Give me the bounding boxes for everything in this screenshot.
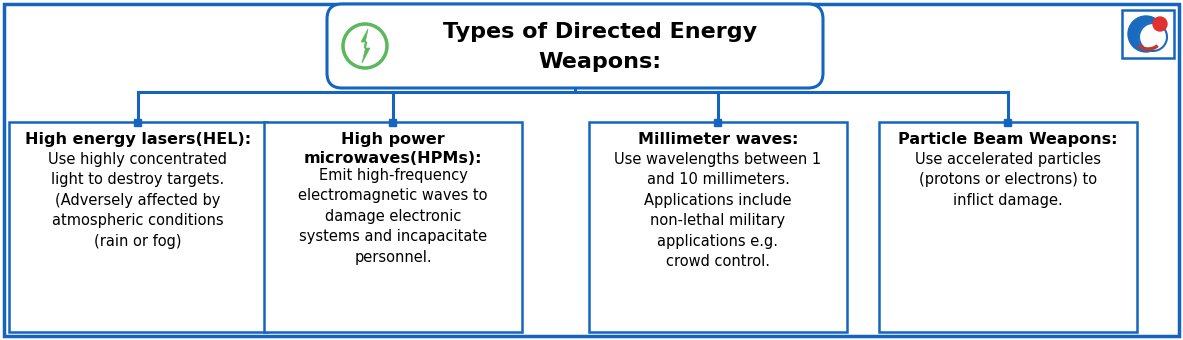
FancyBboxPatch shape — [135, 119, 142, 125]
Text: Particle Beam Weapons:: Particle Beam Weapons: — [898, 132, 1118, 147]
Text: Emit high-frequency
electromagnetic waves to
damage electronic
systems and incap: Emit high-frequency electromagnetic wave… — [298, 168, 487, 265]
FancyBboxPatch shape — [264, 122, 522, 332]
Text: High energy lasers(HEL):: High energy lasers(HEL): — [25, 132, 251, 147]
Text: Types of Directed Energy: Types of Directed Energy — [442, 22, 757, 42]
FancyBboxPatch shape — [879, 122, 1137, 332]
FancyBboxPatch shape — [1004, 119, 1011, 125]
FancyBboxPatch shape — [9, 122, 267, 332]
FancyBboxPatch shape — [589, 122, 847, 332]
Circle shape — [1153, 17, 1166, 31]
FancyBboxPatch shape — [715, 119, 722, 125]
Circle shape — [1129, 16, 1164, 52]
Polygon shape — [361, 29, 370, 63]
FancyBboxPatch shape — [4, 4, 1179, 336]
Circle shape — [1139, 23, 1166, 51]
FancyBboxPatch shape — [327, 4, 823, 88]
Text: Weapons:: Weapons: — [538, 52, 661, 72]
Text: Use highly concentrated
light to destroy targets.
(Adversely affected by
atmosph: Use highly concentrated light to destroy… — [49, 152, 227, 249]
Text: Millimeter waves:: Millimeter waves: — [638, 132, 799, 147]
Text: Use accelerated particles
(protons or electrons) to
inflict damage.: Use accelerated particles (protons or el… — [914, 152, 1101, 208]
FancyBboxPatch shape — [1121, 10, 1174, 58]
FancyBboxPatch shape — [389, 119, 396, 125]
Text: High power
microwaves(HPMs):: High power microwaves(HPMs): — [304, 132, 483, 166]
Text: Use wavelengths between 1
and 10 millimeters.
Applications include
non-lethal mi: Use wavelengths between 1 and 10 millime… — [614, 152, 821, 269]
